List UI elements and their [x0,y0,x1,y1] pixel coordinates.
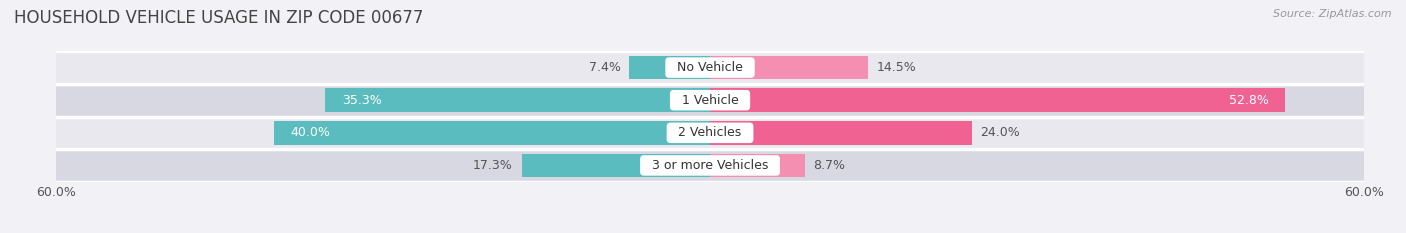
Bar [56,116,1364,149]
Text: 35.3%: 35.3% [342,94,381,107]
Text: 8.7%: 8.7% [814,159,845,172]
Text: 14.5%: 14.5% [877,61,917,74]
Bar [710,154,804,177]
Bar [710,121,972,144]
Bar [522,154,710,177]
Text: Source: ZipAtlas.com: Source: ZipAtlas.com [1274,9,1392,19]
Text: 52.8%: 52.8% [1229,94,1270,107]
Text: 7.4%: 7.4% [589,61,620,74]
Text: 40.0%: 40.0% [291,126,330,139]
Text: 17.3%: 17.3% [472,159,513,172]
Text: HOUSEHOLD VEHICLE USAGE IN ZIP CODE 00677: HOUSEHOLD VEHICLE USAGE IN ZIP CODE 0067… [14,9,423,27]
Text: 1 Vehicle: 1 Vehicle [673,94,747,107]
Bar [710,89,1285,112]
Bar [56,149,1364,182]
Bar [274,121,710,144]
Text: 24.0%: 24.0% [980,126,1019,139]
Bar [630,56,710,79]
Bar [710,56,868,79]
Bar [325,89,710,112]
Text: 2 Vehicles: 2 Vehicles [671,126,749,139]
Bar [56,84,1364,116]
Text: No Vehicle: No Vehicle [669,61,751,74]
Text: 3 or more Vehicles: 3 or more Vehicles [644,159,776,172]
Bar [56,51,1364,84]
